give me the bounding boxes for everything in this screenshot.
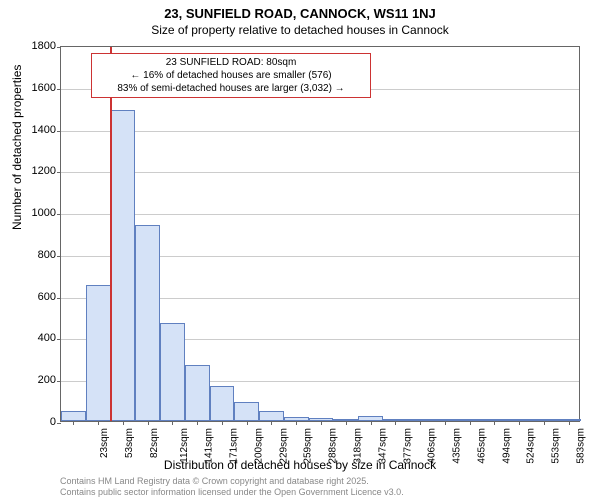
x-tick [470, 421, 471, 425]
x-tick-label: 141sqm [204, 428, 215, 464]
marker-line [110, 47, 112, 421]
x-tick [519, 421, 520, 425]
x-tick-label: 112sqm [179, 428, 190, 463]
y-axis-label: Number of detached properties [10, 65, 24, 230]
y-tick [57, 256, 61, 257]
x-tick [346, 421, 347, 425]
y-tick-label: 800 [38, 249, 56, 261]
annotation-line1: 23 SUNFIELD ROAD: 80sqm [96, 56, 366, 69]
y-tick [57, 131, 61, 132]
x-tick [123, 421, 124, 425]
footer: Contains HM Land Registry data © Crown c… [60, 476, 404, 498]
x-tick [395, 421, 396, 425]
histogram-bar [160, 323, 185, 421]
histogram-bar [210, 386, 235, 422]
x-tick [222, 421, 223, 425]
x-tick [296, 421, 297, 425]
x-tick-label: 494sqm [501, 428, 512, 464]
y-tick-label: 600 [38, 291, 56, 303]
x-tick [420, 421, 421, 425]
x-tick-label: 377sqm [402, 428, 413, 464]
x-tick [271, 421, 272, 425]
x-tick-label: 524sqm [526, 428, 537, 464]
footer-line1: Contains HM Land Registry data © Crown c… [60, 476, 404, 487]
x-tick-label: 259sqm [303, 428, 314, 464]
annotation-line3: 83% of semi-detached houses are larger (… [96, 82, 366, 95]
x-tick [321, 421, 322, 425]
y-tick-label: 400 [38, 332, 56, 344]
x-tick [98, 421, 99, 425]
y-tick-label: 1800 [32, 40, 56, 52]
annotation-line2: ← 16% of detached houses are smaller (57… [96, 69, 366, 82]
y-tick-label: 1400 [32, 124, 56, 136]
x-tick [247, 421, 248, 425]
y-tick [57, 423, 61, 424]
y-tick-label: 200 [38, 374, 56, 386]
histogram-bar [61, 411, 86, 421]
histogram-bar [259, 411, 284, 421]
histogram-bar [185, 365, 210, 421]
x-tick [494, 421, 495, 425]
x-tick-label: 347sqm [377, 428, 388, 464]
y-tick-label: 1200 [32, 165, 56, 177]
x-tick [172, 421, 173, 425]
histogram-bar [234, 402, 259, 421]
y-tick-label: 1600 [32, 82, 56, 94]
chart-subtitle: Size of property relative to detached ho… [0, 21, 600, 37]
x-tick-label: 200sqm [254, 428, 265, 464]
y-tick [57, 339, 61, 340]
x-tick [544, 421, 545, 425]
y-tick-label: 1000 [32, 207, 56, 219]
chart-title: 23, SUNFIELD ROAD, CANNOCK, WS11 1NJ [0, 0, 600, 21]
x-tick [197, 421, 198, 425]
x-tick-label: 229sqm [278, 428, 289, 464]
x-tick-label: 435sqm [452, 428, 463, 464]
plot-area: 23 SUNFIELD ROAD: 80sqm ← 16% of detache… [60, 46, 580, 422]
x-tick [73, 421, 74, 425]
x-tick [569, 421, 570, 425]
chart-container: 23, SUNFIELD ROAD, CANNOCK, WS11 1NJ Siz… [0, 0, 600, 500]
y-tick-label: 0 [50, 416, 56, 428]
y-tick [57, 214, 61, 215]
x-tick-label: 53sqm [124, 428, 135, 458]
x-tick-label: 465sqm [476, 428, 487, 464]
x-tick-label: 288sqm [328, 428, 339, 464]
y-tick [57, 172, 61, 173]
y-tick [57, 298, 61, 299]
x-tick [445, 421, 446, 425]
x-tick [148, 421, 149, 425]
grid-line [61, 214, 579, 215]
histogram-bar [86, 285, 111, 421]
grid-line [61, 172, 579, 173]
x-tick-label: 406sqm [427, 428, 438, 464]
x-tick-label: 23sqm [99, 428, 110, 458]
footer-line2: Contains public sector information licen… [60, 487, 404, 498]
x-tick [371, 421, 372, 425]
annotation-box: 23 SUNFIELD ROAD: 80sqm ← 16% of detache… [91, 53, 371, 98]
x-tick-label: 171sqm [229, 428, 240, 464]
x-tick-label: 553sqm [551, 428, 562, 464]
histogram-bar [135, 225, 160, 421]
histogram-bar [111, 110, 136, 421]
x-tick-label: 82sqm [149, 428, 160, 458]
x-tick-label: 583sqm [575, 428, 586, 464]
grid-line [61, 131, 579, 132]
y-tick [57, 47, 61, 48]
x-tick-label: 318sqm [353, 428, 364, 464]
y-tick [57, 381, 61, 382]
y-tick [57, 89, 61, 90]
